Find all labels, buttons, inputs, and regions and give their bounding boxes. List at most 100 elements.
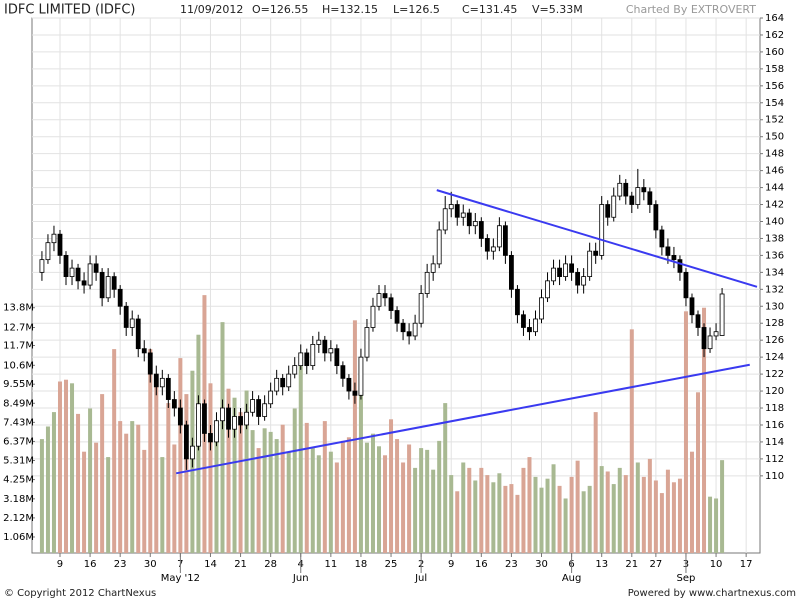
candle-body [593, 250, 599, 256]
volume-tick-label: 12.7M [3, 323, 34, 334]
month-label: Sep [677, 573, 696, 584]
volume-bar [581, 491, 586, 553]
candle-body [352, 390, 358, 396]
x-tick-label: 16 [84, 559, 97, 570]
y-tick-label: 134 [765, 267, 784, 278]
volume-bar [45, 426, 50, 553]
volume-tick-label: 9.55M [3, 379, 34, 390]
volume-bar [286, 451, 291, 553]
candle-body [334, 348, 340, 367]
volume-bar [51, 412, 56, 553]
candle-body [701, 327, 707, 350]
volume-tick-label: 2.12M [3, 513, 34, 524]
volume-bar [563, 498, 568, 553]
y-tick-label: 128 [765, 318, 784, 329]
volume-bar [274, 439, 279, 553]
volume-bar [551, 464, 556, 553]
volume-bar [370, 433, 375, 553]
candle-body [159, 377, 165, 388]
volume-bar [352, 320, 357, 553]
volume-bar [491, 482, 496, 553]
volume-bar [419, 448, 424, 553]
candle-body [424, 271, 430, 294]
volume-bar [172, 444, 177, 553]
candle-body [454, 204, 460, 218]
volume-bar [358, 370, 363, 553]
candle-body [165, 377, 171, 400]
volume-bar [322, 421, 327, 553]
volume-bar [148, 349, 153, 553]
candle-body [364, 327, 370, 358]
volume-bar [659, 493, 664, 553]
candle-body [328, 348, 334, 354]
volume-bar [401, 462, 406, 553]
x-tick-label: 27 [650, 559, 663, 570]
volume-bar [100, 394, 105, 553]
x-tick-label: 16 [475, 559, 488, 570]
candle-body [87, 263, 93, 286]
volume-bar [503, 485, 508, 553]
candle-body [671, 255, 677, 261]
x-tick-label: 21 [234, 559, 247, 570]
candle-body [502, 225, 508, 256]
volume-bar [569, 476, 574, 553]
volume-bar [310, 448, 315, 553]
candle-body [220, 407, 225, 422]
volume-tick-label: 6.37M [3, 436, 34, 447]
volume-bar [587, 485, 592, 553]
candle-body [298, 352, 304, 367]
candle-body [515, 288, 520, 316]
candle-body [75, 267, 81, 282]
candle-body [63, 255, 69, 277]
volume-bar [328, 451, 333, 553]
volume-bar [413, 467, 418, 553]
volume-bar [720, 460, 725, 553]
candle-body [256, 399, 262, 417]
volume-bar [467, 467, 472, 553]
volume-bar [383, 455, 388, 553]
x-tick-label: 10 [710, 559, 723, 570]
high-label: H=132.15 [322, 3, 378, 16]
volume-layer [39, 295, 725, 553]
volume-bar [677, 478, 682, 553]
copyright: © Copyright 2012 ChartNexus [4, 588, 156, 599]
volume-bar [250, 430, 255, 553]
candle-body [496, 225, 502, 248]
volume-bar [70, 383, 75, 553]
candle-body [310, 344, 316, 367]
close-label: C=131.45 [462, 3, 517, 16]
volume-bar [268, 431, 273, 553]
trendline [175, 363, 750, 475]
volume-bar [635, 462, 640, 553]
candle-body [509, 255, 514, 290]
candle-body [629, 195, 635, 205]
x-tick-label: 14 [204, 559, 217, 570]
volume-bar [617, 467, 622, 553]
candle-body [551, 267, 556, 282]
volume-bar [160, 457, 165, 553]
volume-bar [629, 329, 634, 553]
candle-body [292, 365, 298, 375]
volume-tick-label: 13.8M [3, 303, 34, 314]
y-tick-label: 144 [765, 183, 784, 194]
open-label: O=126.55 [252, 3, 308, 16]
candle-body [695, 314, 701, 328]
y-tick-label: 112 [765, 454, 784, 465]
axes: 1101121141161181201221241261281301321341… [3, 13, 784, 584]
volume-bar [461, 462, 466, 553]
candle-body [190, 445, 195, 460]
volume-bar [82, 451, 87, 553]
volume-bar [88, 408, 93, 553]
candle-body [430, 263, 436, 273]
volume-bar [473, 480, 478, 553]
volume-bar [208, 383, 213, 553]
candle-body [611, 195, 617, 218]
candle-body [183, 424, 189, 460]
y-tick-label: 142 [765, 200, 784, 211]
candle-body [370, 305, 376, 328]
candle-body [376, 293, 382, 307]
volume-bar [76, 413, 81, 553]
x-tick-label: 25 [385, 559, 398, 570]
volume-bar [389, 419, 394, 553]
